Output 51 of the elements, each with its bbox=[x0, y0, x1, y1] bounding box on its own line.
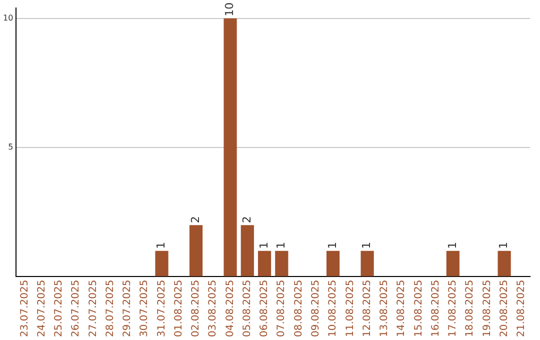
data-label: 1 bbox=[257, 242, 270, 249]
data-label: 1 bbox=[497, 242, 510, 249]
x-tick-label: 13.08.2025 bbox=[379, 280, 390, 338]
x-tick-label: 02.08.2025 bbox=[190, 280, 202, 338]
bar bbox=[326, 250, 340, 276]
x-tick-label: 15.08.2025 bbox=[413, 280, 424, 338]
y-tick-label: 5 bbox=[8, 142, 14, 152]
x-tick-label: 03.08.2025 bbox=[208, 280, 219, 338]
x-tick-label: 26.07.2025 bbox=[70, 280, 82, 338]
data-label: 2 bbox=[188, 216, 202, 224]
x-tick-label: 10.08.2025 bbox=[328, 280, 339, 338]
x-tick-label: 16.08.2025 bbox=[430, 280, 442, 338]
x-tick-label: 14.08.2025 bbox=[396, 280, 408, 338]
data-label: 1 bbox=[274, 242, 288, 249]
x-tick-label: 19.08.2025 bbox=[482, 280, 493, 338]
bar bbox=[240, 225, 254, 276]
x-tick-label: 21.08.2025 bbox=[516, 280, 528, 338]
x-tick-label: 06.08.2025 bbox=[259, 280, 270, 338]
data-label: 1 bbox=[154, 242, 168, 249]
x-tick-label: 08.08.2025 bbox=[293, 280, 304, 338]
bar bbox=[498, 250, 511, 276]
x-tick-label: 30.07.2025 bbox=[139, 280, 150, 338]
x-tick-label: 23.07.2025 bbox=[19, 280, 30, 338]
bar bbox=[446, 250, 460, 276]
bar bbox=[258, 250, 272, 276]
x-tick-label: 31.07.2025 bbox=[156, 280, 168, 338]
x-tick-label: 27.07.2025 bbox=[88, 280, 99, 338]
bar bbox=[275, 250, 288, 276]
x-tick-label: 18.08.2025 bbox=[464, 280, 476, 338]
data-label: 1 bbox=[326, 242, 339, 249]
x-tick-label: 05.08.2025 bbox=[242, 280, 253, 338]
bar bbox=[155, 250, 168, 276]
bar bbox=[360, 250, 374, 276]
bar bbox=[189, 225, 203, 276]
x-tick-label: 25.07.2025 bbox=[54, 280, 65, 338]
x-tick-label: 24.07.2025 bbox=[36, 280, 48, 338]
x-tick-label: 17.08.2025 bbox=[448, 280, 459, 338]
x-tick-label: 04.08.2025 bbox=[224, 280, 236, 338]
data-label: 2 bbox=[240, 216, 254, 224]
x-tick-label: 12.08.2025 bbox=[362, 280, 373, 338]
x-tick-label: 11.08.2025 bbox=[344, 280, 356, 338]
bar bbox=[224, 18, 237, 276]
data-label: 1 bbox=[446, 242, 459, 249]
x-tick-label: 01.08.2025 bbox=[173, 280, 184, 338]
x-tick-label: 28.07.2025 bbox=[104, 280, 116, 338]
data-label: 1 bbox=[360, 242, 374, 249]
x-tick-label: 20.08.2025 bbox=[498, 280, 510, 338]
data-label: 10 bbox=[223, 2, 236, 16]
x-tick-label: 29.07.2025 bbox=[122, 280, 134, 338]
x-tick-label: 09.08.2025 bbox=[310, 280, 322, 338]
x-tick-label: 07.08.2025 bbox=[276, 280, 288, 338]
